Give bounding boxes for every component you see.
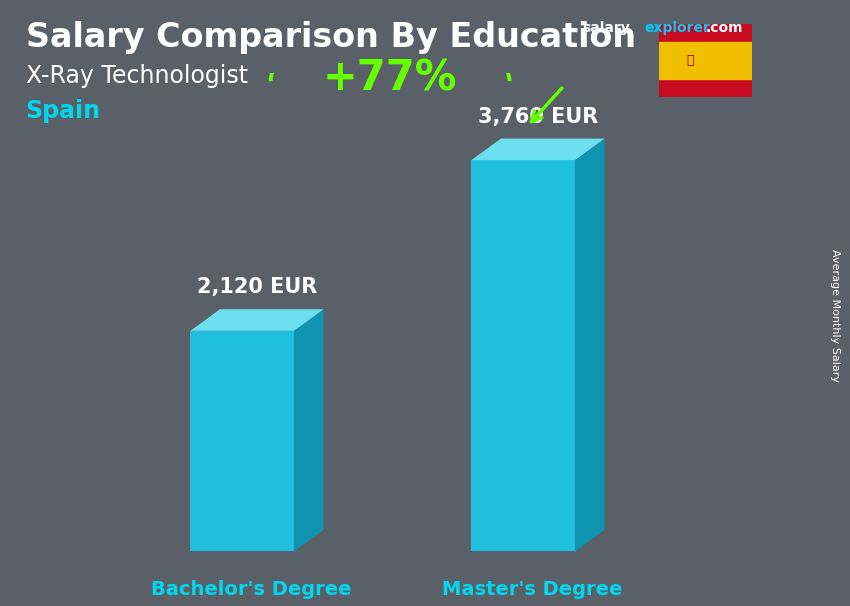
- Polygon shape: [472, 139, 604, 160]
- Text: Average Monthly Salary: Average Monthly Salary: [830, 248, 840, 382]
- Text: salary: salary: [582, 21, 630, 35]
- Polygon shape: [190, 331, 294, 551]
- Polygon shape: [190, 309, 324, 331]
- Text: Master's Degree: Master's Degree: [442, 580, 622, 599]
- Text: +77%: +77%: [323, 58, 457, 100]
- Text: .com: .com: [706, 21, 743, 35]
- Text: explorer: explorer: [644, 21, 710, 35]
- Text: X-Ray Technologist: X-Ray Technologist: [26, 64, 247, 88]
- Polygon shape: [575, 139, 604, 551]
- Bar: [659, 42, 752, 79]
- Text: 3,760 EUR: 3,760 EUR: [478, 107, 598, 127]
- Polygon shape: [472, 160, 575, 551]
- Text: Spain: Spain: [26, 99, 100, 124]
- Text: 𝕬: 𝕬: [686, 54, 694, 67]
- Polygon shape: [294, 309, 324, 551]
- Text: Salary Comparison By Education: Salary Comparison By Education: [26, 21, 636, 54]
- Text: Bachelor's Degree: Bachelor's Degree: [150, 580, 351, 599]
- Text: 2,120 EUR: 2,120 EUR: [197, 278, 317, 298]
